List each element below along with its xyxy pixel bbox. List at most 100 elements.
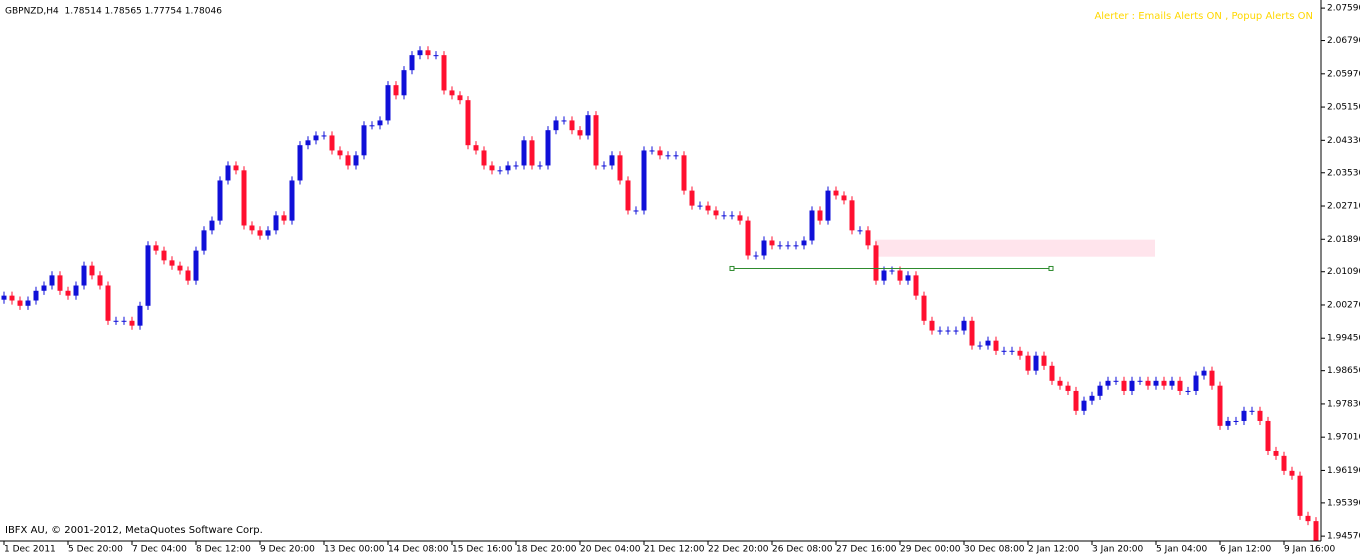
candle-body xyxy=(649,150,655,152)
candle-body xyxy=(1209,370,1215,386)
candle-body xyxy=(385,85,391,121)
candle-body xyxy=(761,240,767,256)
y-tick-label: 1.94570 xyxy=(1327,532,1360,542)
candle-body xyxy=(689,190,695,206)
y-tick-label: 1.97830 xyxy=(1327,399,1360,409)
x-tick-label: 30 Dec 08:00 xyxy=(964,545,1025,555)
line-handle xyxy=(1048,265,1054,271)
candle-body xyxy=(497,170,503,172)
candle-body xyxy=(1249,410,1255,412)
candle-body xyxy=(185,270,191,281)
candle-body xyxy=(785,245,791,247)
candle-body xyxy=(601,165,607,167)
candle-body xyxy=(513,165,519,167)
candle-body xyxy=(1001,350,1007,352)
candle-body xyxy=(945,330,951,332)
candle-body xyxy=(929,320,935,331)
y-tick-label: 1.96190 xyxy=(1327,466,1360,476)
candle-body xyxy=(545,130,551,166)
candle-body xyxy=(273,215,279,231)
candle-body xyxy=(585,115,591,136)
candle-body xyxy=(137,305,143,326)
x-tick-label: 18 Dec 20:00 xyxy=(516,545,577,555)
x-tick-label: 29 Dec 00:00 xyxy=(900,545,961,555)
candle-body xyxy=(241,170,247,226)
candle-body xyxy=(193,250,199,281)
candle-body xyxy=(721,215,727,217)
candle-body xyxy=(97,275,103,286)
candle-body xyxy=(745,220,751,256)
y-tick-label: 2.05970 xyxy=(1327,69,1360,79)
candle-body xyxy=(873,245,879,281)
candle-body xyxy=(353,155,359,166)
candle-body xyxy=(305,140,311,146)
candle-body xyxy=(257,230,263,236)
candle-body xyxy=(633,210,639,212)
candle-body xyxy=(857,230,863,232)
candle-body xyxy=(1121,380,1127,391)
x-tick-label: 3 Jan 20:00 xyxy=(1092,545,1144,555)
candle-body xyxy=(505,165,511,171)
candle-body xyxy=(1257,410,1263,421)
candle-body xyxy=(865,230,871,246)
candle-body xyxy=(1129,380,1135,391)
candle-body xyxy=(233,165,239,171)
candle-body xyxy=(1081,400,1087,411)
candle-body xyxy=(361,125,367,156)
candle-body xyxy=(1289,470,1295,476)
candle-body xyxy=(1217,385,1223,426)
candle-body xyxy=(177,265,183,271)
candle-body xyxy=(809,210,815,241)
candle-body xyxy=(1161,380,1167,386)
candle-body xyxy=(449,90,455,96)
x-tick-label: 5 Dec 20:00 xyxy=(68,545,123,555)
candle-body xyxy=(841,195,847,201)
candle-body xyxy=(1281,455,1287,471)
candle-body xyxy=(217,180,223,221)
x-tick-label: 2 Jan 12:00 xyxy=(1028,545,1080,555)
candle-body xyxy=(1169,380,1175,386)
candle-body xyxy=(577,130,583,136)
candle-body xyxy=(1113,380,1119,382)
candle-body xyxy=(825,190,831,221)
candle-body xyxy=(457,95,463,101)
candle-body xyxy=(113,320,119,322)
y-tick-label: 1.99450 xyxy=(1327,334,1360,344)
candle-body xyxy=(121,320,127,322)
candle-body xyxy=(1225,420,1231,426)
y-tick-label: 2.04330 xyxy=(1327,136,1360,146)
candle-body xyxy=(209,220,215,231)
candle-body xyxy=(617,155,623,181)
candle-body xyxy=(1025,355,1031,371)
y-tick-label: 2.06790 xyxy=(1327,36,1360,46)
candle-body xyxy=(665,155,671,157)
candle-body xyxy=(401,70,407,96)
candle-body xyxy=(1073,390,1079,411)
candle-body xyxy=(1065,385,1071,391)
candle-body xyxy=(529,140,535,166)
candle-body xyxy=(225,165,231,181)
candle-body xyxy=(33,290,39,301)
x-tick-label: 13 Dec 00:00 xyxy=(324,545,385,555)
candle-body xyxy=(1137,380,1143,382)
candle-body xyxy=(833,190,839,196)
candle-body xyxy=(625,180,631,211)
candle-body xyxy=(329,135,335,151)
x-tick-label: 8 Dec 12:00 xyxy=(196,545,251,555)
candle-body xyxy=(489,165,495,171)
candle-body xyxy=(1153,380,1159,386)
y-tick-label: 2.02710 xyxy=(1327,202,1360,212)
candle-body xyxy=(17,300,23,306)
candle-body xyxy=(681,155,687,191)
x-tick-label: 22 Dec 20:00 xyxy=(708,545,769,555)
candle-body xyxy=(881,270,887,281)
candle-body xyxy=(1057,380,1063,386)
candle-body xyxy=(977,345,983,347)
x-tick-label: 26 Dec 08:00 xyxy=(772,545,833,555)
candle-body xyxy=(793,245,799,247)
candle-body xyxy=(969,320,975,346)
candle-body xyxy=(265,230,271,236)
candle-body xyxy=(657,150,663,156)
